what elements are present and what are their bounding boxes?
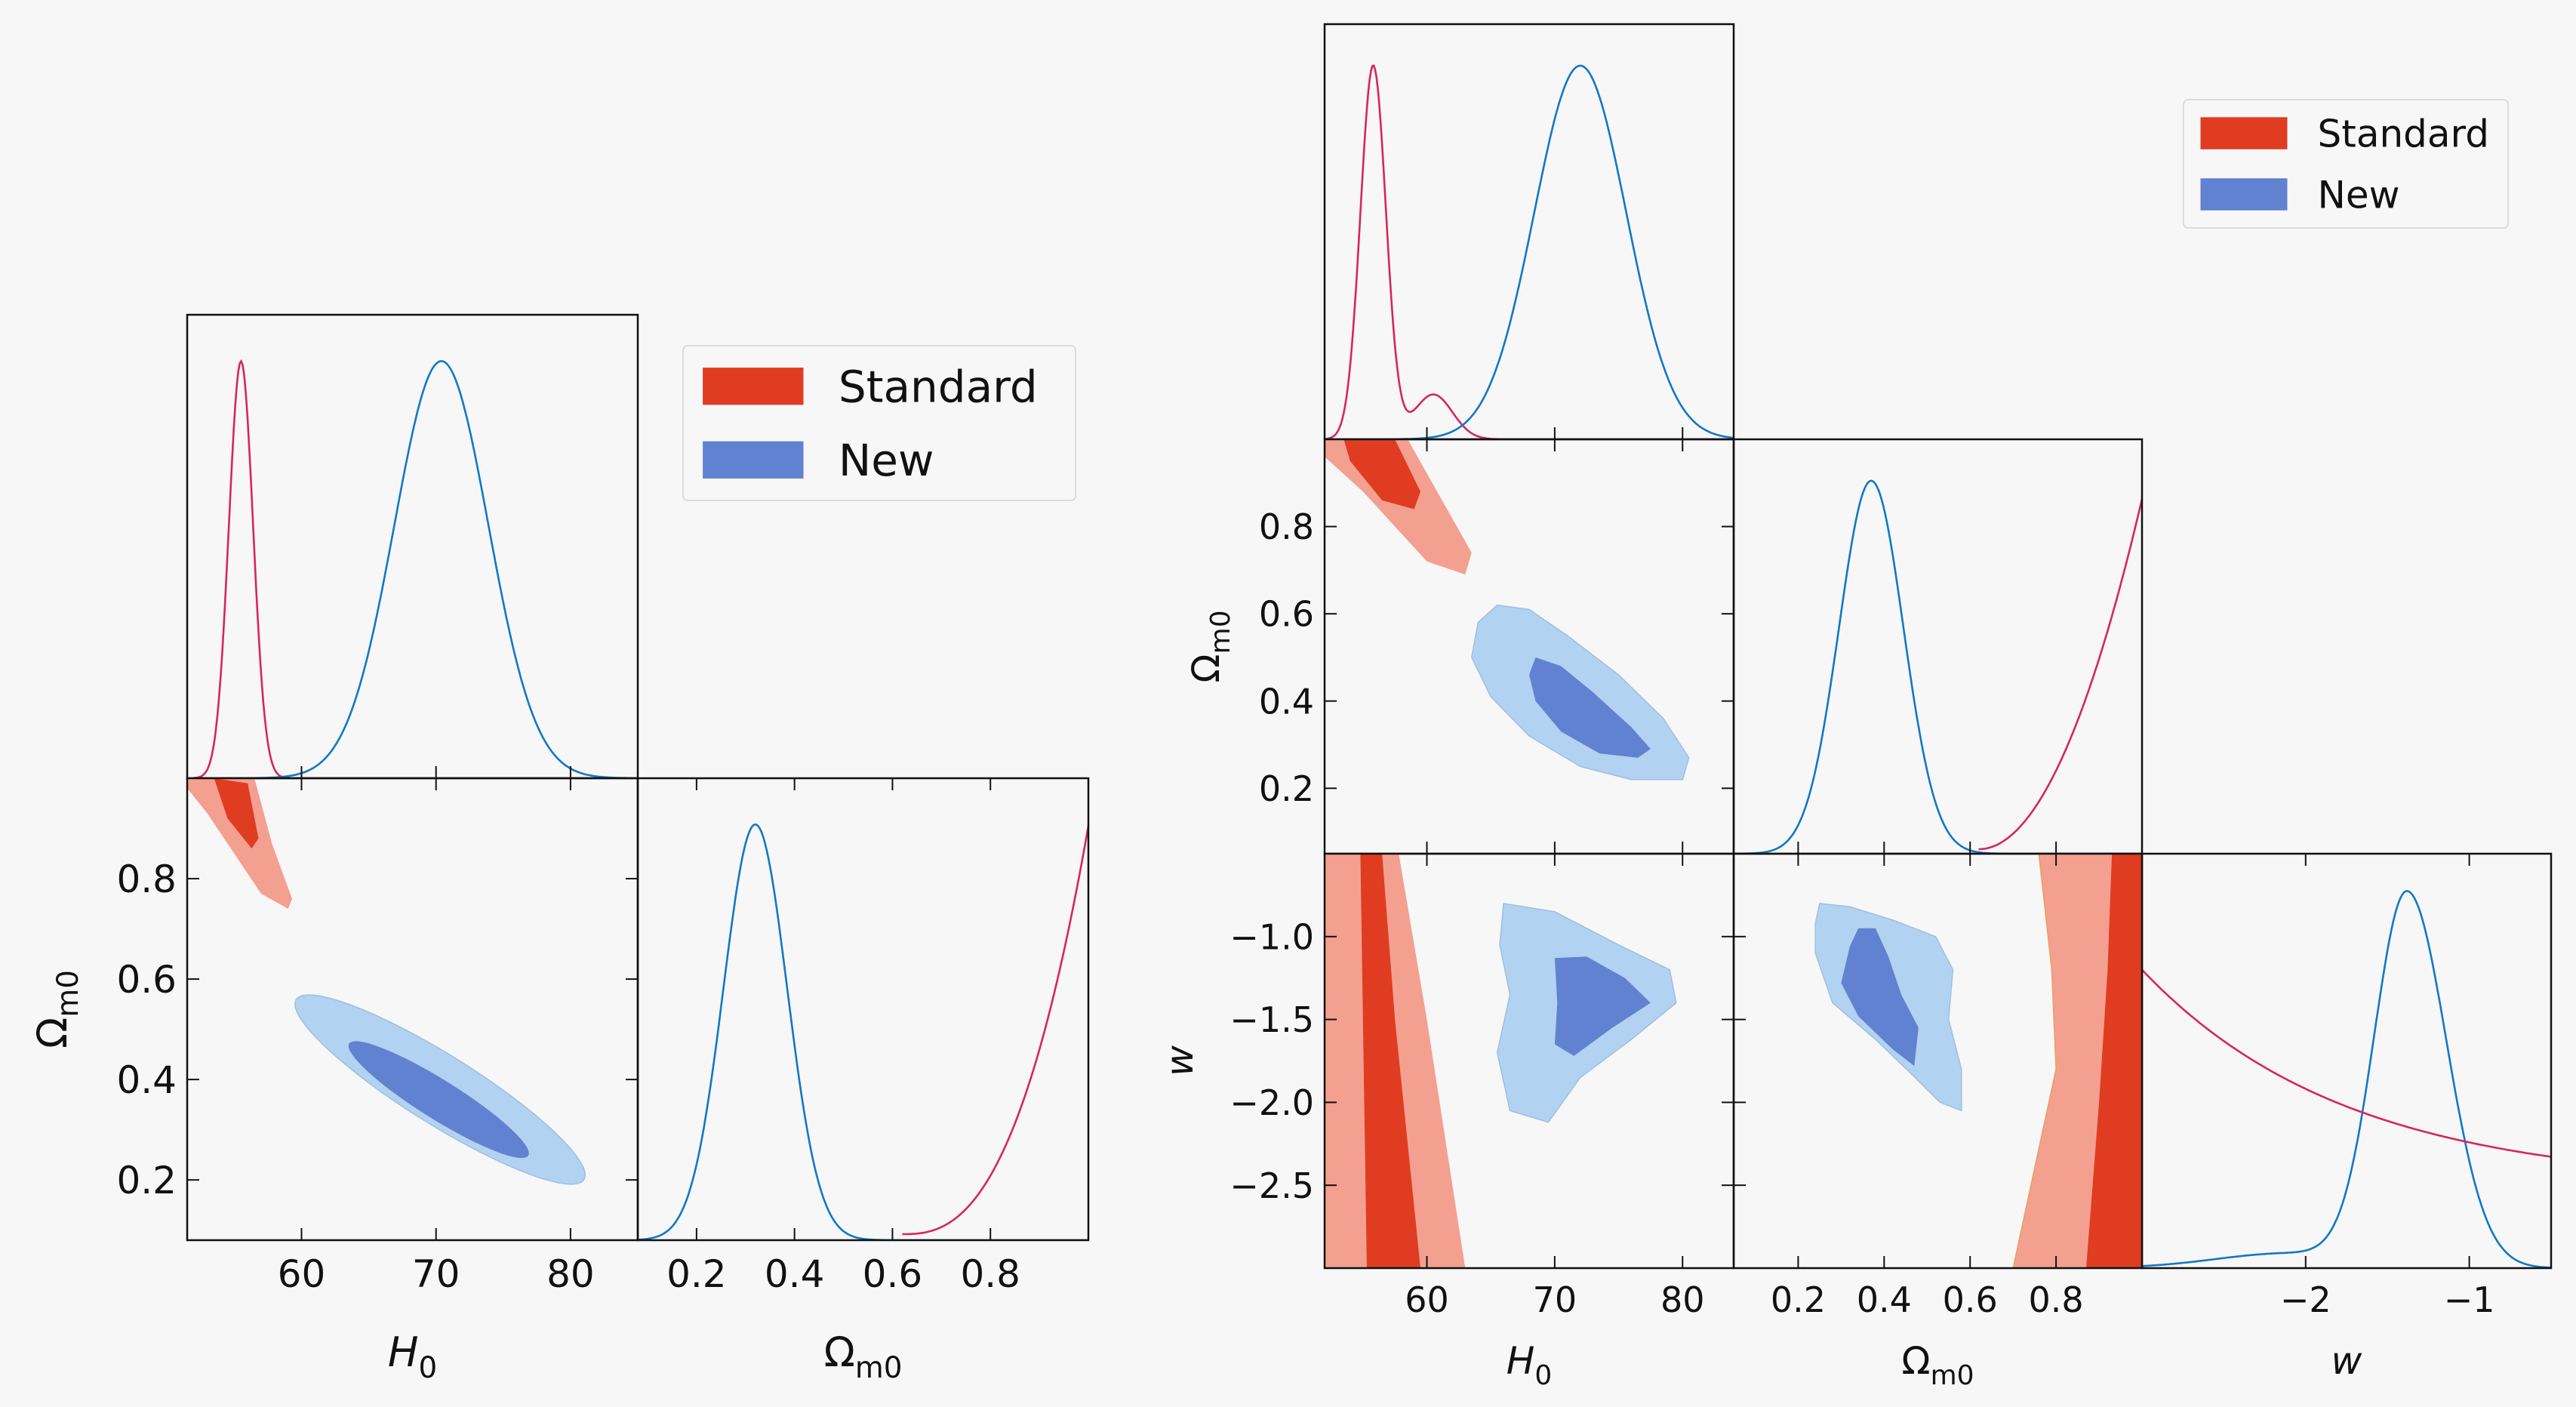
panel-r-H0-w-contours (1325, 854, 1677, 1268)
left-xlabel-H0: H0 (388, 1328, 437, 1385)
left-Omega-xaxis-label: 0.8 (960, 1252, 1020, 1296)
series-new-1sigma (1554, 956, 1651, 1056)
right-w-xaxis-label: −2 (2280, 1279, 2331, 1320)
panel-r-Omega-frame (1732, 438, 2144, 855)
legend-swatch-standard (2200, 117, 2288, 149)
right-Omega-xaxis-label: 0.6 (1943, 1279, 1998, 1320)
left-Omega-xaxis-label: 0.4 (765, 1252, 825, 1296)
series-new-H0-curve (193, 360, 638, 778)
right-xlabel-H0: H0 (1507, 1339, 1553, 1391)
legend-label-standard: Standard (839, 362, 1038, 413)
right-w-xaxis-label: −1 (2444, 1279, 2495, 1320)
right-w-yaxis-label: −1.5 (1230, 999, 1314, 1040)
panel-H0-Omega-frame (186, 777, 639, 1242)
left-Omega-yaxis-label: 0.4 (116, 1058, 177, 1102)
series-standard-Omega-curve (1978, 498, 2142, 851)
series-standard-Omega-curve (902, 825, 1088, 1236)
series-standard-w-curve (2142, 968, 2551, 1158)
right-H0-xaxis-label: 60 (1405, 1279, 1449, 1320)
left-Omega-yaxis-label: 0.2 (116, 1159, 177, 1202)
panel-Omega-marginal-curves (638, 823, 1088, 1240)
series-standard-1sigma (214, 778, 259, 849)
series-standard-1sigma (2086, 854, 2142, 1268)
right-ylabel-Omega: Ωm0 (1184, 610, 1236, 682)
panel-r-H0-marginal-curves (1325, 64, 1734, 439)
right-Omega-xaxis-label: 0.8 (2029, 1279, 2084, 1320)
series-new-w-curve (2142, 890, 2551, 1268)
series-new-Omega-curve (1734, 479, 2142, 854)
right-Omega-xaxis-label: 0.4 (1857, 1279, 1912, 1320)
series-new-1sigma (348, 1041, 529, 1159)
right-xlabel-Omega: Ωm0 (1901, 1339, 1974, 1391)
right-H0-xaxis-label: 70 (1533, 1279, 1577, 1320)
legend-label-new: New (2318, 173, 2400, 217)
series-standard-1sigma (1360, 854, 1420, 1268)
right-Omega-xaxis-label: 0.2 (1771, 1279, 1826, 1320)
left-ylabel-Omega: Ωm0 (29, 970, 85, 1048)
panel-H0-marginal-curves (193, 359, 638, 778)
right-w-yaxis-label: −1.0 (1230, 916, 1314, 957)
legend-swatch-standard (703, 368, 804, 405)
panel-Omega-frame (636, 777, 1090, 1242)
panel-r-w-frame (2141, 852, 2553, 1270)
right-Omega-yaxis-label: 0.4 (1259, 681, 1314, 722)
left-Omega-yaxis-label: 0.8 (116, 857, 177, 901)
right-Omega-yaxis-label: 0.2 (1259, 768, 1314, 809)
left-Omega-xaxis-label: 0.6 (863, 1252, 923, 1296)
series-new-H0-curve (1325, 64, 1734, 439)
series-new-1sigma (1841, 928, 1919, 1067)
left-H0-xaxis-label: 80 (546, 1252, 595, 1296)
series-standard-H0-curve (1325, 64, 1734, 439)
right-ylabel-w: w (1158, 1045, 1202, 1076)
panel-r-H0-frame (1323, 23, 1735, 441)
series-new-Omega-curve (638, 823, 1088, 1240)
panel-r-Omega-w-frame (1732, 852, 2144, 1270)
legend-swatch-new (703, 441, 804, 479)
left-Omega-yaxis-label: 0.6 (116, 958, 177, 1002)
left-Omega-xaxis-label: 0.2 (666, 1252, 727, 1296)
panel-r-H0-Omega-contours (1325, 439, 1690, 780)
legend-label-new: New (839, 435, 934, 486)
right-Omega-yaxis-label: 0.8 (1259, 506, 1314, 547)
panel-r-Omega-marginal-curves (1734, 479, 2142, 854)
right-xlabel-w: w (2331, 1339, 2362, 1383)
left-xlabel-Omega: Ωm0 (824, 1328, 903, 1385)
panel-r-Omega-w-contours (1814, 854, 2142, 1268)
panel-H0-Omega-contours (187, 778, 586, 1185)
series-new-1sigma (1529, 657, 1651, 758)
right-H0-xaxis-label: 80 (1660, 1279, 1705, 1320)
legend-swatch-new (2200, 178, 2288, 211)
panel-r-w-marginal-curves (2142, 890, 2551, 1268)
right-Omega-yaxis-label: 0.6 (1259, 594, 1314, 635)
right-w-yaxis-label: −2.5 (1230, 1165, 1314, 1206)
series-standard-H0-curve (193, 359, 638, 778)
left-H0-xaxis-label: 70 (412, 1252, 460, 1296)
series-standard-2sigma (187, 778, 292, 909)
right-w-yaxis-label: −2.0 (1230, 1082, 1314, 1123)
series-standard-1sigma (1343, 439, 1420, 510)
legend-label-standard: Standard (2318, 112, 2489, 156)
left-H0-xaxis-label: 60 (278, 1252, 326, 1296)
